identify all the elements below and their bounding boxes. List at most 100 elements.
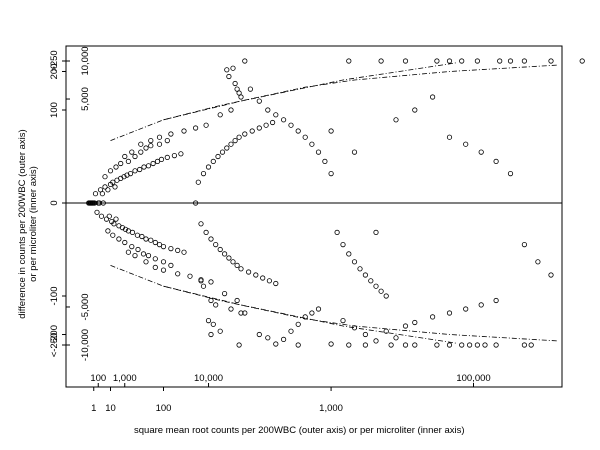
y-outer-tick-label: 200 (49, 64, 60, 80)
data-point (226, 73, 232, 80)
data-point (205, 164, 212, 170)
data-point (198, 278, 204, 284)
data-point (273, 112, 279, 118)
data-point (129, 229, 136, 235)
data-point (213, 302, 219, 308)
data-point (129, 244, 135, 250)
data-point (253, 272, 259, 278)
data-point (92, 191, 99, 197)
data-point (351, 325, 358, 331)
data-point (309, 310, 315, 316)
x-inner-axis: 100 1,000 10,000 100,000 (90, 373, 491, 387)
data-point (148, 138, 154, 144)
x-inner-tick-label: 100,000 (456, 373, 490, 384)
data-point (295, 342, 301, 348)
y-inner-tick-label: -10,000 (80, 329, 91, 361)
data-point (535, 259, 541, 265)
data-point (103, 216, 110, 222)
data-point (100, 200, 106, 206)
data-point (236, 90, 242, 96)
data-point (160, 244, 167, 250)
data-point (121, 174, 127, 180)
data-point (238, 94, 244, 100)
data-point (208, 279, 214, 285)
data-point (260, 275, 266, 281)
y-inner-tick-label: 10,000 (80, 46, 91, 75)
data-point (302, 314, 308, 320)
data-point (203, 122, 209, 128)
data-point (91, 200, 98, 206)
data-point (217, 112, 223, 118)
data-point (351, 149, 358, 155)
data-point (474, 342, 480, 348)
data-point (228, 306, 234, 312)
data-point (125, 249, 131, 255)
data-point (288, 122, 294, 128)
data-point (328, 171, 334, 177)
data-point (160, 267, 167, 273)
data-point (466, 342, 473, 348)
data-point (98, 213, 105, 219)
data-point (137, 166, 143, 173)
data-point (228, 107, 234, 113)
data-point (242, 58, 248, 64)
limit-curve-2 (110, 64, 558, 141)
data-point (122, 239, 128, 246)
data-point (236, 342, 242, 348)
data-point (138, 141, 144, 147)
y-inner-tick-label: 5,000 (80, 87, 91, 111)
data-point (249, 128, 255, 134)
data-point (402, 58, 409, 64)
y-outer-tick-label: <-250 (49, 333, 60, 358)
data-point (205, 317, 212, 324)
data-point (521, 342, 528, 348)
data-point (429, 314, 436, 320)
data-point (493, 297, 499, 304)
data-point (497, 58, 503, 64)
data-point (150, 160, 156, 167)
y-axis-title-line1: difference in counts per 200WBC (outer a… (17, 129, 28, 319)
data-point (208, 297, 214, 304)
data-point (138, 149, 144, 155)
data-point (152, 256, 158, 262)
data-point (224, 67, 230, 73)
data-point (171, 153, 177, 159)
data-point (148, 143, 154, 149)
data-point (507, 58, 514, 64)
data-point (493, 158, 499, 164)
data-point (346, 251, 352, 257)
data-point (228, 141, 234, 147)
data-point (106, 213, 112, 219)
data-point (474, 58, 480, 64)
data-point (429, 94, 436, 100)
data-point (238, 266, 244, 272)
data-point (412, 107, 418, 113)
data-point (213, 242, 219, 248)
data-point (129, 149, 135, 155)
data-point (203, 229, 209, 235)
data-point (256, 331, 262, 338)
data-point (315, 306, 322, 312)
data-point (134, 232, 140, 238)
limit-curve-1 (163, 285, 458, 344)
data-point (132, 253, 138, 259)
data-point (302, 134, 308, 140)
data-point (478, 302, 484, 308)
data-point (125, 158, 131, 164)
data-point (507, 171, 514, 177)
data-point (208, 331, 214, 338)
data-point (232, 80, 238, 87)
data-point (200, 171, 207, 177)
x-outer-tick-label: 1 (91, 403, 96, 414)
data-point (156, 141, 163, 147)
data-point (193, 200, 199, 206)
data-point (328, 128, 334, 134)
data-point (175, 247, 181, 253)
data-point (143, 145, 149, 151)
data-point (222, 290, 228, 297)
data-point (383, 293, 389, 299)
data-point (269, 119, 276, 126)
data-points (86, 58, 585, 348)
data-point (402, 342, 409, 348)
